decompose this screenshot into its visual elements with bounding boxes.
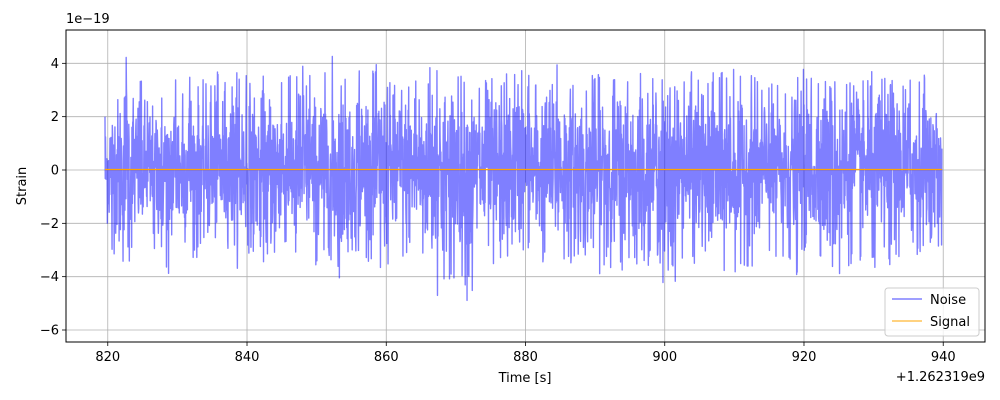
legend: Noise Signal: [884, 287, 980, 337]
y-tick-label: −4: [40, 270, 59, 285]
y-tick-label: −2: [40, 217, 59, 232]
x-tick-label: 880: [513, 350, 538, 365]
noise-line: [104, 55, 943, 302]
legend-box: [884, 287, 980, 337]
y-tick-label: −6: [40, 324, 59, 339]
y-axis: −6 −4 −2 0 2 4: [40, 57, 66, 339]
x-tick-label: 900: [652, 350, 677, 365]
y-tick-label: 0: [51, 164, 59, 179]
x-tick-label: 940: [931, 350, 956, 365]
x-offset-label: +1.262319e9: [896, 370, 985, 385]
legend-noise-label: Noise: [930, 293, 966, 308]
x-tick-label: 920: [792, 350, 817, 365]
x-tick-label: 820: [95, 350, 120, 365]
y-axis-label: Strain: [15, 167, 30, 206]
y-scale-label: 1e−19: [66, 12, 110, 27]
x-axis: 820 840 860 880 900 920 940: [95, 342, 956, 365]
x-tick-label: 860: [374, 350, 399, 365]
x-tick-label: 840: [235, 350, 260, 365]
legend-signal-label: Signal: [930, 315, 970, 330]
x-axis-label: Time [s]: [498, 371, 552, 386]
y-tick-label: 4: [51, 57, 59, 72]
y-tick-label: 2: [51, 110, 59, 125]
noise-series: [104, 55, 943, 302]
